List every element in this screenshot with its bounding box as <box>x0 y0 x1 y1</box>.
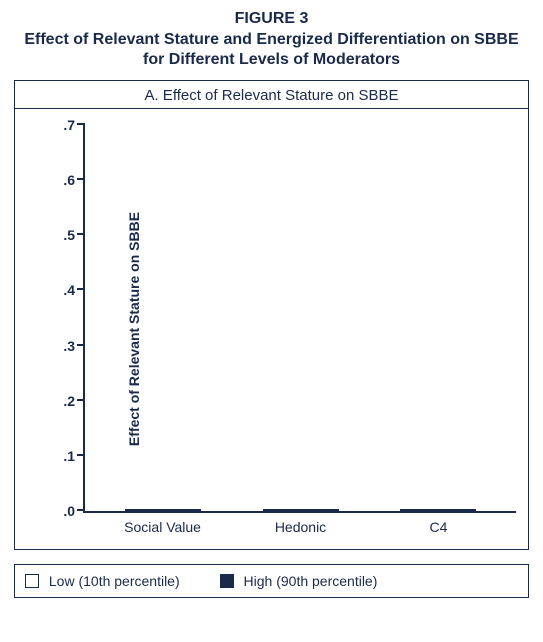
bar <box>438 509 476 511</box>
legend-label-high: High (90th percentile) <box>244 573 378 589</box>
bar <box>163 509 201 511</box>
chart-panel: A. Effect of Relevant Stature on SBBE Ef… <box>14 80 529 550</box>
y-tick-label: .1 <box>45 448 75 464</box>
bar <box>125 509 163 511</box>
figure-title: Effect of Relevant Stature and Energized… <box>22 30 522 70</box>
bar-group <box>400 509 476 511</box>
bar <box>301 509 339 511</box>
bar-group <box>125 509 201 511</box>
y-tick <box>77 178 85 180</box>
x-axis-label: Hedonic <box>241 519 361 535</box>
y-tick-label: .6 <box>45 172 75 188</box>
plot-area: .0.1.2.3.4.5.6.7Social ValueHedonicC4 <box>83 125 516 513</box>
x-axis-label: Social Value <box>103 519 223 535</box>
y-tick-label: .4 <box>45 282 75 298</box>
bar <box>400 509 438 511</box>
bar-group <box>263 509 339 511</box>
legend-swatch-low <box>25 574 39 588</box>
y-tick <box>77 288 85 290</box>
x-axis-label: C4 <box>378 519 498 535</box>
legend-swatch-high <box>220 574 234 588</box>
legend: Low (10th percentile) High (90th percent… <box>14 564 529 598</box>
y-tick <box>77 233 85 235</box>
legend-label-low: Low (10th percentile) <box>49 573 180 589</box>
y-tick <box>77 399 85 401</box>
legend-item-high: High (90th percentile) <box>220 573 378 589</box>
bar <box>263 509 301 511</box>
figure-label: FIGURE 3 <box>14 10 529 28</box>
figure-container: FIGURE 3 Effect of Relevant Stature and … <box>0 0 543 642</box>
legend-item-low: Low (10th percentile) <box>25 573 180 589</box>
y-tick <box>77 509 85 511</box>
y-tick <box>77 454 85 456</box>
y-tick <box>77 344 85 346</box>
y-tick-label: .5 <box>45 227 75 243</box>
y-tick-label: .2 <box>45 393 75 409</box>
y-tick-label: .0 <box>45 503 75 519</box>
y-tick-label: .3 <box>45 338 75 354</box>
panel-title: A. Effect of Relevant Stature on SBBE <box>15 81 528 109</box>
y-tick-label: .7 <box>45 117 75 133</box>
y-tick <box>77 123 85 125</box>
chart-area: Effect of Relevant Stature on SBBE .0.1.… <box>15 109 528 549</box>
